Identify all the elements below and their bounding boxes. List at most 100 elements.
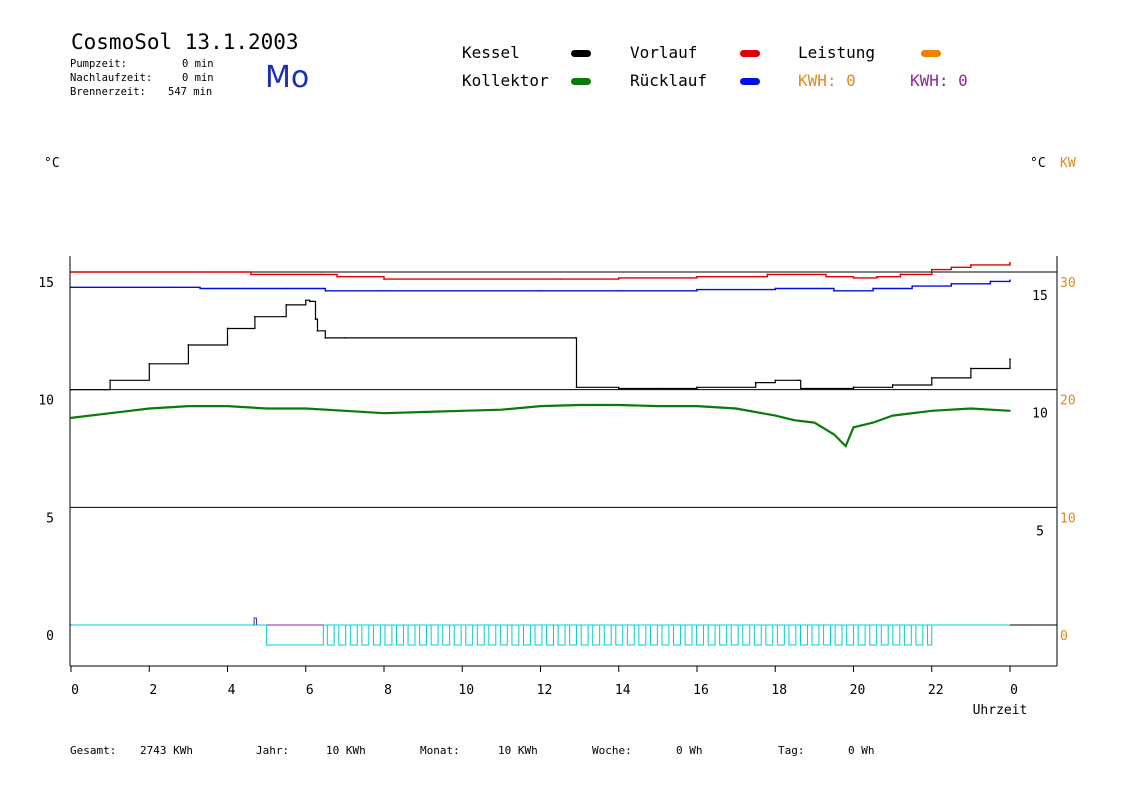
y-right-kw-tick-label: 10 [1060, 511, 1076, 526]
data-point-kessel [109, 379, 111, 382]
pump-pulse [730, 624, 739, 646]
pump-pulse [776, 624, 785, 646]
stat-nachlaufzeit-value: 0 min [182, 72, 214, 84]
footer-tag-label: Tag: [778, 744, 805, 757]
right-unit-celsius: °C [1030, 156, 1046, 171]
pump-pulse [603, 624, 612, 646]
legend-leistung-swatch [921, 50, 941, 57]
pump-pulse [372, 624, 381, 646]
pump-pulse [442, 624, 451, 646]
pump-pulse [857, 624, 866, 646]
data-point-kessel [754, 381, 757, 384]
data-point-kessel [797, 379, 800, 382]
pump-pulse [788, 624, 797, 646]
pump-pulse [892, 624, 901, 646]
data-point-kollektor [844, 445, 847, 447]
data-point-vorlauf [876, 275, 878, 278]
data-point-kollektor [735, 407, 737, 410]
weekday-label: Mo [265, 60, 310, 95]
pump-pulse [915, 624, 924, 646]
footer-gesamt-label: Gesamt: [70, 744, 117, 757]
legend-kessel-swatch [571, 50, 591, 57]
data-point-kollektor [1009, 410, 1011, 412]
data-point-kollektor [109, 412, 111, 415]
pump-pulse [880, 624, 889, 646]
pump-pulse [926, 624, 933, 646]
footer-monat-label: Monat: [420, 744, 460, 757]
pump-pulse [903, 624, 912, 646]
pump-pulse [499, 624, 508, 646]
pump-pulse [823, 624, 831, 646]
x-tick-label: 8 [384, 683, 392, 698]
data-point-rcklauf [199, 287, 201, 290]
data-point-vorlauf [344, 275, 346, 278]
pump-pulse [557, 624, 566, 646]
legend-kessel-label: Kessel [462, 43, 520, 62]
data-point-vorlauf [825, 275, 827, 278]
data-point-vorlauf [1009, 261, 1011, 264]
data-point-vorlauf [766, 273, 769, 276]
legend-kwh-purple: KWH: 0 [910, 71, 968, 90]
data-point-rcklauf [833, 290, 835, 292]
data-point-kollektor [500, 408, 503, 411]
pump-pulse [649, 624, 658, 646]
legend-kollektor-label: Kollektor [462, 71, 549, 90]
pump-pulse [638, 624, 647, 646]
data-point-vorlauf [320, 273, 323, 276]
data-point-kollektor [344, 410, 346, 412]
data-point-rcklauf [872, 287, 874, 290]
footer-woche-label: Woche: [592, 744, 632, 757]
data-point-rcklauf [911, 285, 913, 287]
pump-pulse [511, 624, 520, 646]
pump-pulse [384, 624, 393, 646]
data-point-kollektor [970, 407, 972, 410]
data-point-kollektor [383, 412, 385, 415]
data-point-kollektor [187, 405, 190, 407]
data-point-kessel [575, 386, 578, 389]
data-point-rcklauf [70, 286, 72, 289]
data-point-kessel [285, 304, 287, 306]
data-point-kessel [1009, 358, 1011, 360]
legend-kwh-orange: KWH: 0 [798, 71, 856, 90]
series-line-kollektor [70, 403, 1011, 449]
data-point-kessel [657, 387, 659, 390]
x-tick-label: 4 [228, 683, 236, 698]
pump-pulse [696, 624, 705, 646]
data-point-kollektor [813, 421, 816, 424]
pump-pulse [349, 624, 358, 646]
data-point-rcklauf [539, 290, 542, 292]
pump-pulse [592, 624, 601, 646]
pump-pulse [846, 624, 855, 646]
data-point-rcklauf [617, 290, 620, 292]
y-right-kw-tick-label: 0 [1060, 629, 1068, 644]
data-point-vorlauf [970, 264, 972, 266]
data-point-kessel [187, 344, 190, 346]
data-point-kollektor [794, 419, 796, 422]
data-point-kollektor [696, 405, 698, 407]
data-point-vorlauf [559, 278, 561, 280]
pump-pulse [765, 624, 774, 646]
pump-pulse [661, 624, 670, 646]
data-point-vorlauf [242, 271, 244, 273]
data-point-kollektor [872, 421, 874, 424]
data-point-vorlauf [383, 278, 385, 280]
x-axis-label: Uhrzeit [973, 703, 1028, 718]
y-right-kw-tick-label: 30 [1060, 276, 1076, 291]
x-tick-label: 6 [306, 683, 314, 698]
data-point-kollektor [265, 407, 268, 410]
legend-leistung-label: Leistung [798, 43, 876, 62]
data-point-kessel [308, 300, 311, 303]
pump-pulse [361, 624, 370, 646]
x-tick-label: 14 [615, 683, 631, 698]
data-point-vorlauf [70, 271, 72, 273]
footer-tag-value: 0 Wh [848, 744, 875, 757]
data-point-kessel [148, 362, 151, 365]
right-unit-kw: KW [1060, 156, 1076, 171]
data-point-kollektor [833, 433, 835, 436]
footer-jahr-label: Jahr: [256, 744, 290, 757]
pump-pulse [811, 624, 820, 646]
data-point-kollektor [226, 405, 229, 407]
data-point-kessel [314, 318, 317, 320]
pump-block [266, 624, 324, 646]
